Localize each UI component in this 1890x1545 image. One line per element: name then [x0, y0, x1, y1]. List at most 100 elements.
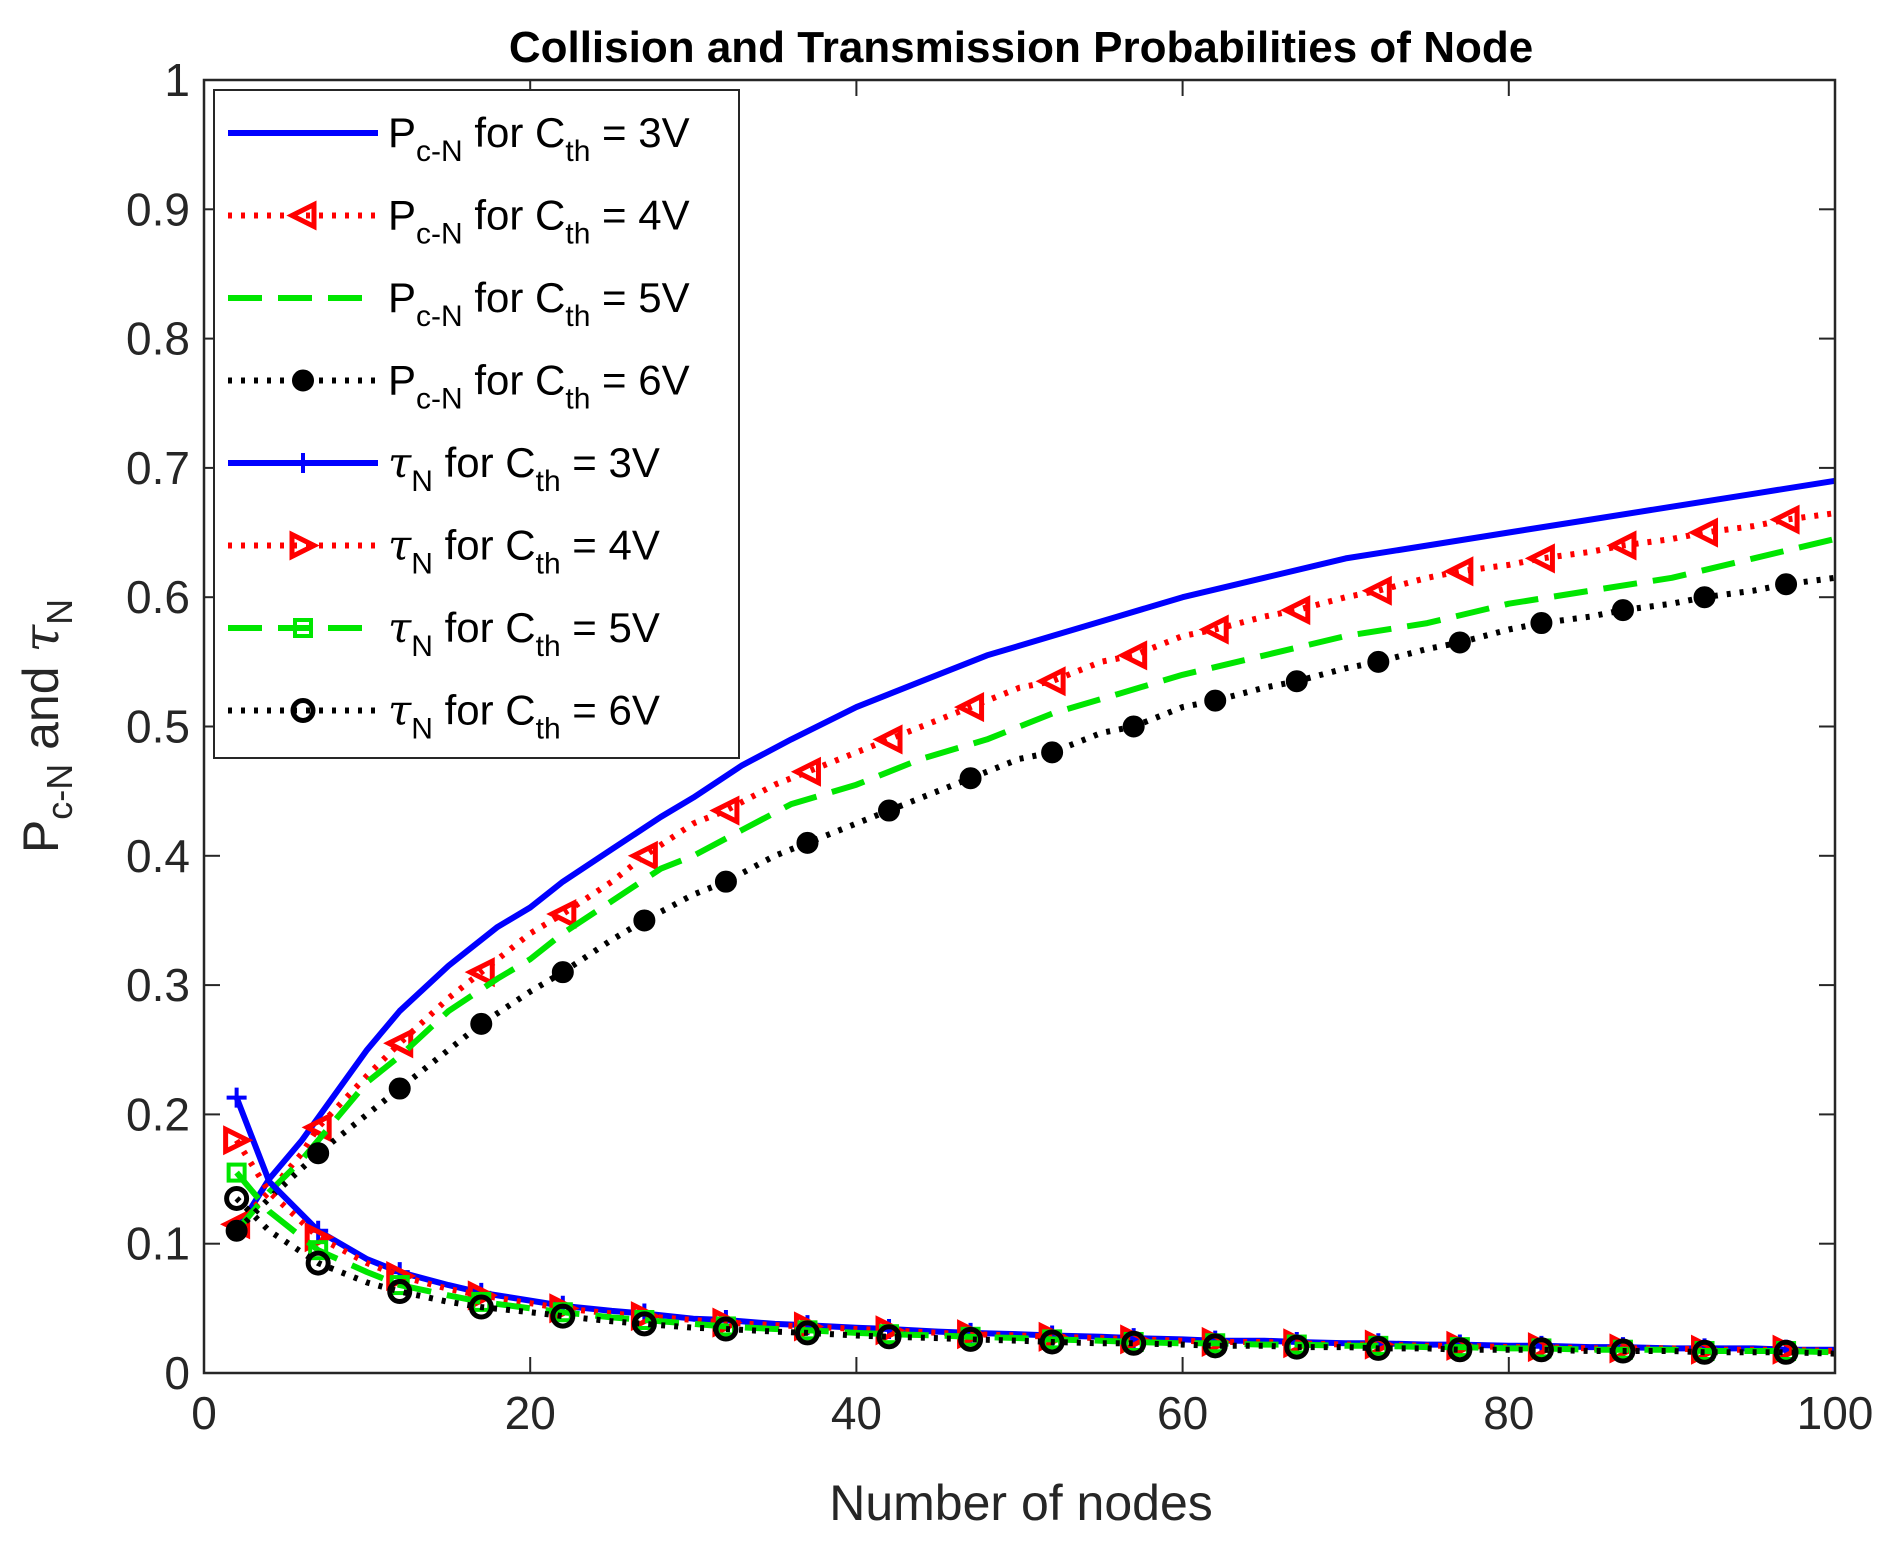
- legend-label-cond: for C: [433, 687, 536, 734]
- legend-swatch-marker: [290, 698, 316, 723]
- series-marker: [1524, 543, 1555, 574]
- y-axis-title: Pc-N and τN: [12, 599, 80, 853]
- x-tick-label: 0: [191, 1387, 217, 1439]
- x-tick-label: 60: [1157, 1387, 1208, 1439]
- legend-label-cond-sub: th: [565, 218, 590, 251]
- x-tick-label: 100: [1797, 1387, 1874, 1439]
- legend-label-cond: for C: [463, 192, 566, 239]
- series-marker: [223, 1125, 254, 1156]
- legend-swatch-marker: [286, 200, 317, 231]
- series-line: [234, 477, 1836, 1233]
- legend-box: [213, 89, 740, 759]
- x-tick-label: 20: [505, 1387, 556, 1439]
- series-marker: [308, 1240, 329, 1261]
- legend-label-tail: = 4V: [590, 192, 689, 239]
- series-marker: [1692, 1339, 1718, 1365]
- chart-title: Collision and Transmission Probabilities…: [509, 23, 1533, 72]
- series-marker: [470, 1012, 493, 1035]
- y-axis-title-tau: τ: [12, 624, 70, 653]
- legend-entry: Pc-N for Cth = 3V: [228, 109, 690, 168]
- legend-label-tail: = 4V: [561, 522, 660, 569]
- legend-swatch-marker: [293, 453, 313, 473]
- series-marker: [307, 1142, 330, 1165]
- legend-label-symbol: P: [388, 357, 416, 404]
- series-marker: [468, 1294, 494, 1320]
- legend-label-cond-sub: th: [536, 713, 561, 746]
- series-marker: [633, 909, 656, 932]
- legend-label-cond-sub: th: [565, 300, 590, 333]
- series-marker: [1285, 670, 1308, 693]
- y-tick-label: 0.9: [126, 183, 190, 235]
- legend-label-symbol: τ: [388, 686, 412, 735]
- y-tick-label: 0.5: [126, 701, 190, 753]
- series-marker: [464, 957, 495, 988]
- series-line: [234, 510, 1836, 1227]
- y-tick-label: 0.3: [126, 959, 190, 1011]
- series-marker: [551, 961, 574, 984]
- y-axis-title-p-sub: c-N: [39, 764, 80, 820]
- series-marker: [959, 767, 982, 790]
- legend-label-tail: = 5V: [590, 274, 689, 321]
- legend-label-cond-sub: th: [536, 465, 561, 498]
- series-marker: [1198, 614, 1229, 645]
- series-marker: [627, 840, 658, 871]
- tick-labels: 0 20 40 60 80 100 0 0.1 0.2 0.3 0.4 0.5 0.6 0.7 0.8 0.9…: [126, 54, 1873, 1439]
- series-marker: [1202, 1333, 1228, 1359]
- legend-label-tail: = 5V: [561, 604, 660, 651]
- legend-label: Pc-N for Cth = 3V: [388, 109, 690, 168]
- legend-entry: Pc-N for Cth = 6V: [228, 357, 690, 416]
- legend-label-cond: for C: [463, 109, 566, 156]
- legend-label-sub: N: [411, 465, 433, 498]
- legend-label-cond-sub: th: [536, 630, 561, 663]
- legend-label: τN for Cth = 6V: [388, 686, 660, 746]
- series-marker: [1284, 1334, 1310, 1360]
- legend-label-sub: c-N: [416, 218, 463, 251]
- series-line: [234, 1170, 1836, 1356]
- legend-label-cond: for C: [463, 357, 566, 404]
- legend-label-sub: N: [411, 548, 433, 581]
- series-layer: [220, 477, 1836, 1365]
- series-marker: [1122, 715, 1145, 738]
- series-marker: [226, 1162, 247, 1183]
- y-tick-label: 0: [164, 1347, 190, 1399]
- series-marker: [1530, 612, 1553, 635]
- legend-label-cond: for C: [433, 439, 536, 486]
- legend-label-cond-sub: th: [565, 135, 590, 168]
- x-tick-label: 40: [831, 1387, 882, 1439]
- legend-label-cond: for C: [433, 522, 536, 569]
- series-line: [234, 574, 1836, 1233]
- y-tick-label: 0.2: [126, 1088, 190, 1140]
- series-marker: [1121, 1330, 1147, 1356]
- y-axis-title-and: and: [13, 653, 69, 764]
- series-marker: [1606, 530, 1637, 561]
- series-marker: [546, 898, 577, 930]
- series-marker: [225, 1219, 248, 1242]
- y-tick-label: 0.4: [126, 830, 190, 882]
- y-tick-label: 0.7: [126, 442, 190, 494]
- legend-label: τN for Cth = 3V: [388, 438, 660, 498]
- series-marker: [550, 1303, 576, 1329]
- series-marker: [878, 799, 901, 822]
- legend-entry: τN for Cth = 6V: [228, 686, 660, 746]
- series-marker: [1443, 556, 1474, 587]
- series-marker: [1039, 1329, 1065, 1355]
- series-8: [224, 1185, 1836, 1365]
- legend-label-symbol: τ: [388, 438, 412, 487]
- series-4: [225, 573, 1836, 1242]
- legend-label-symbol: P: [388, 192, 416, 239]
- legend-label-tail: = 3V: [590, 109, 689, 156]
- y-tick-label: 0.8: [126, 313, 190, 365]
- y-tick-label: 1: [164, 54, 190, 106]
- legend-label-cond: for C: [463, 274, 566, 321]
- series-marker: [1773, 1339, 1799, 1365]
- plot-frame: [202, 78, 1837, 1375]
- legend-swatch-marker: [289, 530, 320, 561]
- series-line: [234, 1138, 1836, 1354]
- legend-label: Pc-N for Cth = 6V: [388, 357, 690, 416]
- series-marker: [301, 1112, 332, 1143]
- series-marker: [1693, 586, 1716, 609]
- y-axis-title-tau-sub: N: [39, 599, 80, 625]
- series-marker: [1204, 689, 1227, 712]
- legend-label-symbol: P: [388, 274, 416, 321]
